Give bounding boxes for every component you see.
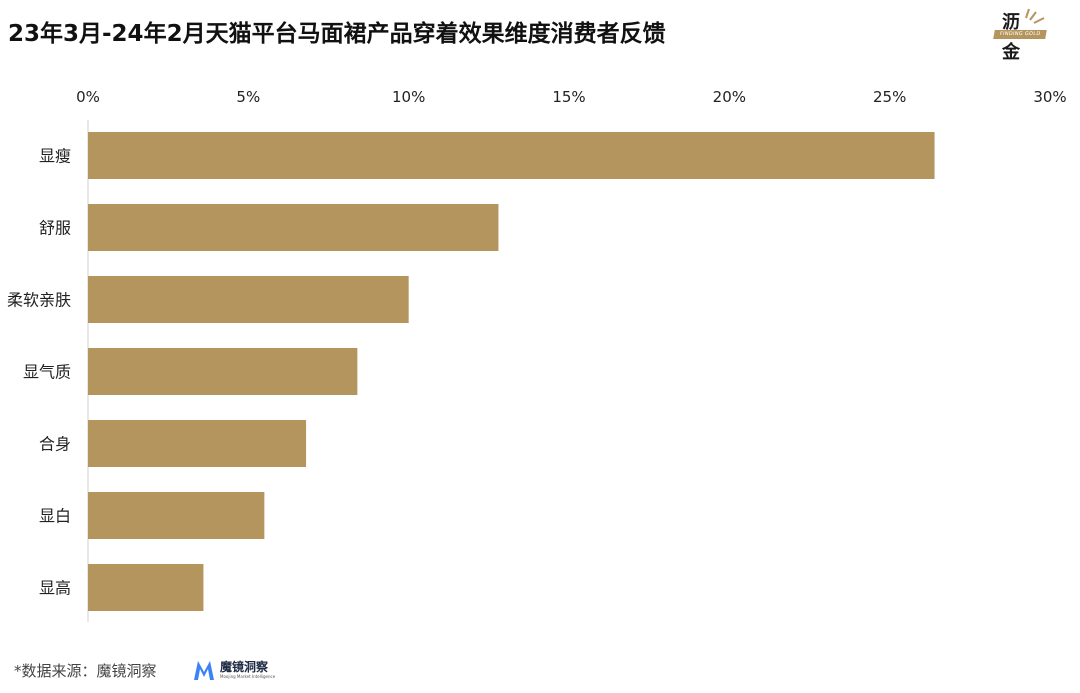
bar [88, 420, 307, 467]
brand-footer: 魔镜洞察 Moojing Market Intelligence [192, 657, 275, 683]
category-label: 合身 [39, 435, 71, 454]
bar [88, 348, 358, 395]
chart-title: 23年3月-24年2月天猫平台马面裙产品穿着效果维度消费者反馈 [8, 21, 666, 47]
x-tick-label: 15% [552, 88, 585, 106]
category-label: 柔软亲肤 [7, 291, 71, 310]
category-label: 显高 [39, 579, 71, 598]
x-tick-label: 10% [392, 88, 425, 106]
category-label: 显气质 [23, 363, 71, 382]
logo-top-char: 沥 [1002, 12, 1020, 33]
bar [88, 492, 265, 539]
bar [88, 204, 499, 251]
brand-logo: FINDING GOLD 沥 金 [992, 6, 1052, 68]
bar [88, 276, 409, 323]
brand-name: 魔镜洞察 [220, 659, 269, 674]
logo-bottom-char: 金 [1002, 42, 1020, 63]
data-source-note: *数据来源：魔镜洞察 [14, 662, 157, 680]
category-label: 显瘦 [39, 147, 71, 166]
x-tick-label: 30% [1033, 88, 1066, 106]
x-tick-label: 5% [236, 88, 260, 106]
logo-rays-icon [1025, 8, 1045, 24]
brand-subtitle: Moojing Market Intelligence [220, 673, 276, 679]
bar [88, 564, 204, 611]
moojing-m-icon [194, 661, 214, 680]
x-tick-label: 0% [76, 88, 100, 106]
category-label: 舒服 [39, 219, 71, 238]
category-label: 显白 [39, 507, 71, 526]
bar [88, 132, 935, 179]
x-tick-label: 25% [873, 88, 906, 106]
x-tick-label: 20% [713, 88, 746, 106]
